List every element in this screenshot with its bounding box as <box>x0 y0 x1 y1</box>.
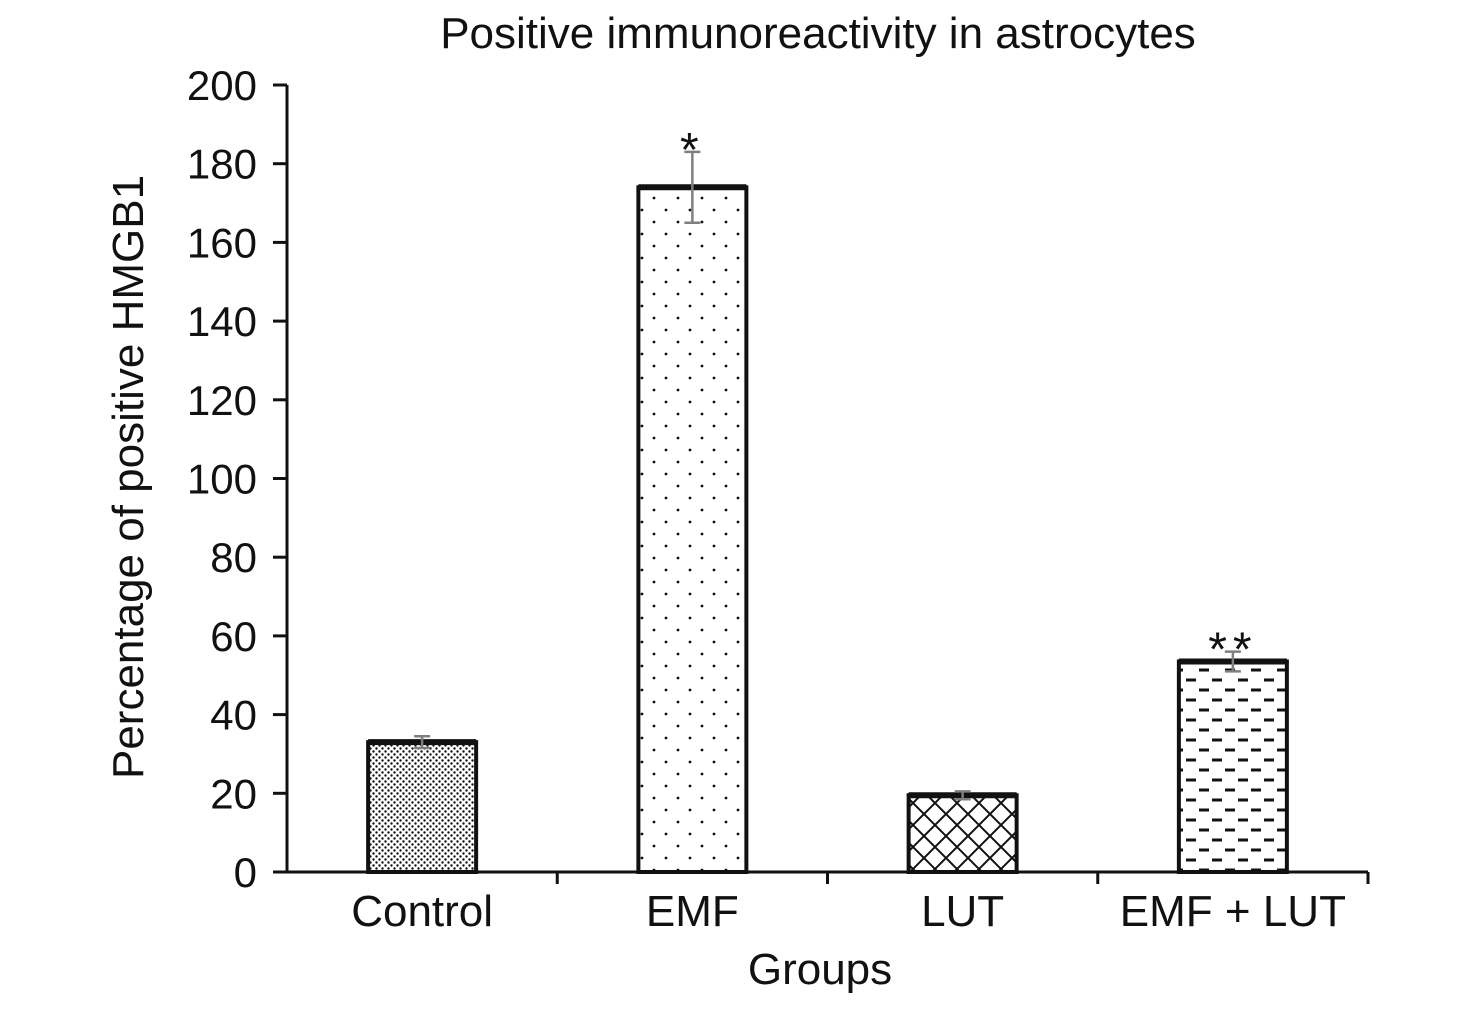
y-tick-label: 20 <box>210 770 257 817</box>
y-tick-label: 100 <box>187 456 257 503</box>
x-tick-label: Control <box>351 887 493 936</box>
bar-control <box>366 740 479 875</box>
bar-emf-lut <box>1176 659 1289 874</box>
significance-marker: * <box>680 124 705 177</box>
significance-marker: ** <box>1208 624 1257 677</box>
y-tick-label: 120 <box>187 377 257 424</box>
y-tick-label: 0 <box>234 849 257 896</box>
y-tick-label: 200 <box>187 62 257 109</box>
chart-title: Positive immunoreactivity in astrocytes <box>440 9 1196 58</box>
bar-lut <box>906 793 1019 875</box>
y-tick-label: 160 <box>187 219 257 266</box>
x-tick-label: EMF + LUT <box>1120 887 1346 936</box>
y-tick-label: 180 <box>187 141 257 188</box>
x-axis-ticks: Control EMF LUT EMF + LUT <box>351 872 1370 936</box>
bars: *** <box>366 124 1289 875</box>
y-axis-ticks: 0 20 40 60 80 100 120 140 160 180 200 <box>187 62 287 896</box>
x-axis-label: Groups <box>748 945 892 994</box>
x-tick-label: LUT <box>921 887 1004 936</box>
x-tick-label: EMF <box>646 887 739 936</box>
y-tick-label: 60 <box>210 613 257 660</box>
y-tick-label: 80 <box>210 534 257 581</box>
bar-emf <box>636 185 749 874</box>
y-tick-label: 140 <box>187 298 257 345</box>
y-axis-label: Percentage of positive HMGB1 <box>104 175 153 779</box>
y-tick-label: 40 <box>210 692 257 739</box>
